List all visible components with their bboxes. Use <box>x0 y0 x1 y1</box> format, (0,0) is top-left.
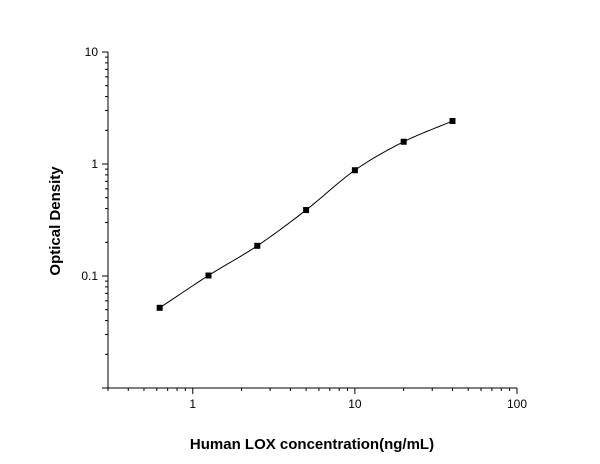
fit-curve-line <box>159 120 453 309</box>
y-tick-label: 0.1 <box>81 269 98 283</box>
y-tick-label: 1 <box>91 157 98 171</box>
data-point <box>303 207 310 214</box>
y-tick-label: 10 <box>85 45 99 59</box>
data-point <box>449 118 456 125</box>
data-point <box>254 242 261 249</box>
data-point <box>400 138 407 145</box>
data-point <box>156 304 163 311</box>
y-axis-ticks: 0.1 1 10 <box>81 45 108 389</box>
data-points <box>156 118 456 311</box>
y-axis-title: Optical Density <box>47 166 64 276</box>
plot-area: 1 10 100 0.1 1 10 <box>81 45 527 411</box>
x-tick-label: 100 <box>507 397 527 411</box>
x-axis-ticks: 1 10 100 <box>107 388 527 411</box>
x-tick-label: 10 <box>348 397 362 411</box>
data-point <box>205 272 212 279</box>
x-axis-title: Human LOX concentration(ng/mL) <box>190 436 434 453</box>
x-tick-label: 1 <box>189 397 196 411</box>
data-point <box>351 167 358 174</box>
